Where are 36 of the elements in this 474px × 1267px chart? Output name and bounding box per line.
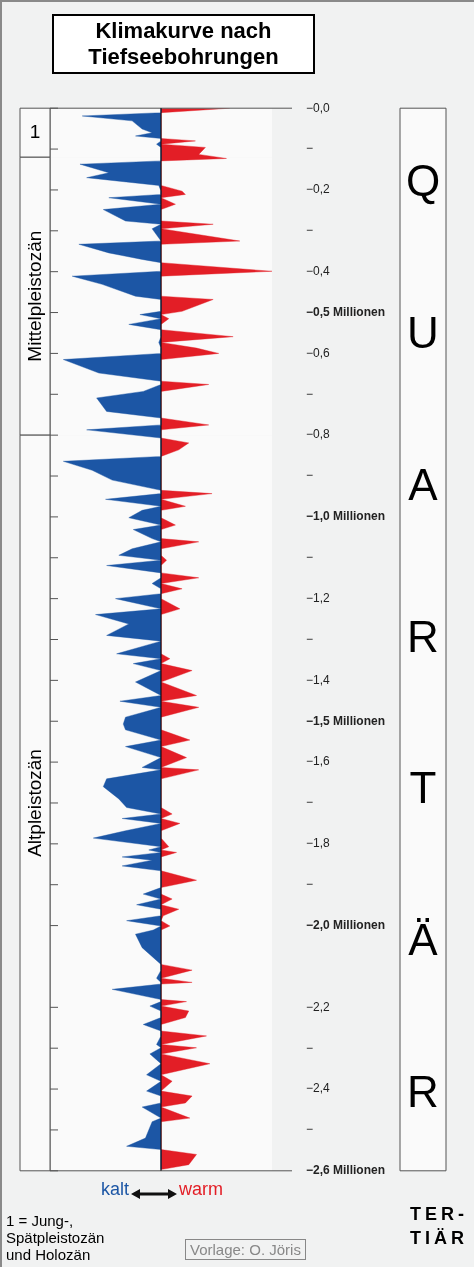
y-tick-label: − <box>306 1122 314 1137</box>
y-tick-label: −0,5 Millionen <box>306 304 386 319</box>
band-label: Mittelpleistozän <box>24 230 46 362</box>
text: Vorlage: O. Jöris <box>185 1239 306 1260</box>
y-tick-label: −0,8 <box>306 427 331 442</box>
y-tick-label: −1,2 <box>306 590 331 605</box>
y-tick-label: −2,0 Millionen <box>306 917 386 932</box>
y-tick-label: −1,6 <box>306 754 331 769</box>
y-tick-label: −1,8 <box>306 836 331 851</box>
y-tick-label: −0,6 <box>306 345 331 360</box>
y-tick-label: − <box>306 223 314 238</box>
y-tick-label: −2,6 Millionen <box>306 1163 386 1178</box>
band-label: 1 <box>29 120 41 142</box>
y-tick-label: −0,0 <box>306 100 331 115</box>
y-tick-label: −1,4 <box>306 672 331 687</box>
y-tick-label: −1,0 Millionen <box>306 509 386 524</box>
y-tick-label: − <box>306 877 314 892</box>
y-tick-label: − <box>306 386 314 401</box>
y-tick-label: − <box>306 795 314 810</box>
y-tick-label: − <box>306 631 314 646</box>
y-tick-label: −2,4 <box>306 1081 331 1096</box>
y-tick-label: −1,5 Millionen <box>306 713 386 728</box>
text: QUARTÄR <box>405 156 441 1117</box>
y-tick-label: −0,4 <box>306 263 331 278</box>
series-label: kalt <box>100 1179 129 1200</box>
band-label: Altpleistozän <box>24 749 46 857</box>
text: 1 = Jung-, Spätpleistozän und Holozän <box>6 1212 106 1263</box>
y-tick-label: − <box>306 550 314 565</box>
text: TER- TIÄR <box>410 1203 468 1250</box>
y-tick-label: −0,2 <box>306 182 331 197</box>
y-tick-label: − <box>306 141 314 156</box>
y-tick-label: − <box>306 468 314 483</box>
series-label: warm <box>179 1179 223 1200</box>
y-tick-label: − <box>306 1040 314 1055</box>
chart-title: Klimakurve nach Tiefseebohrungen <box>52 14 315 74</box>
y-tick-label: −2,2 <box>306 999 331 1014</box>
